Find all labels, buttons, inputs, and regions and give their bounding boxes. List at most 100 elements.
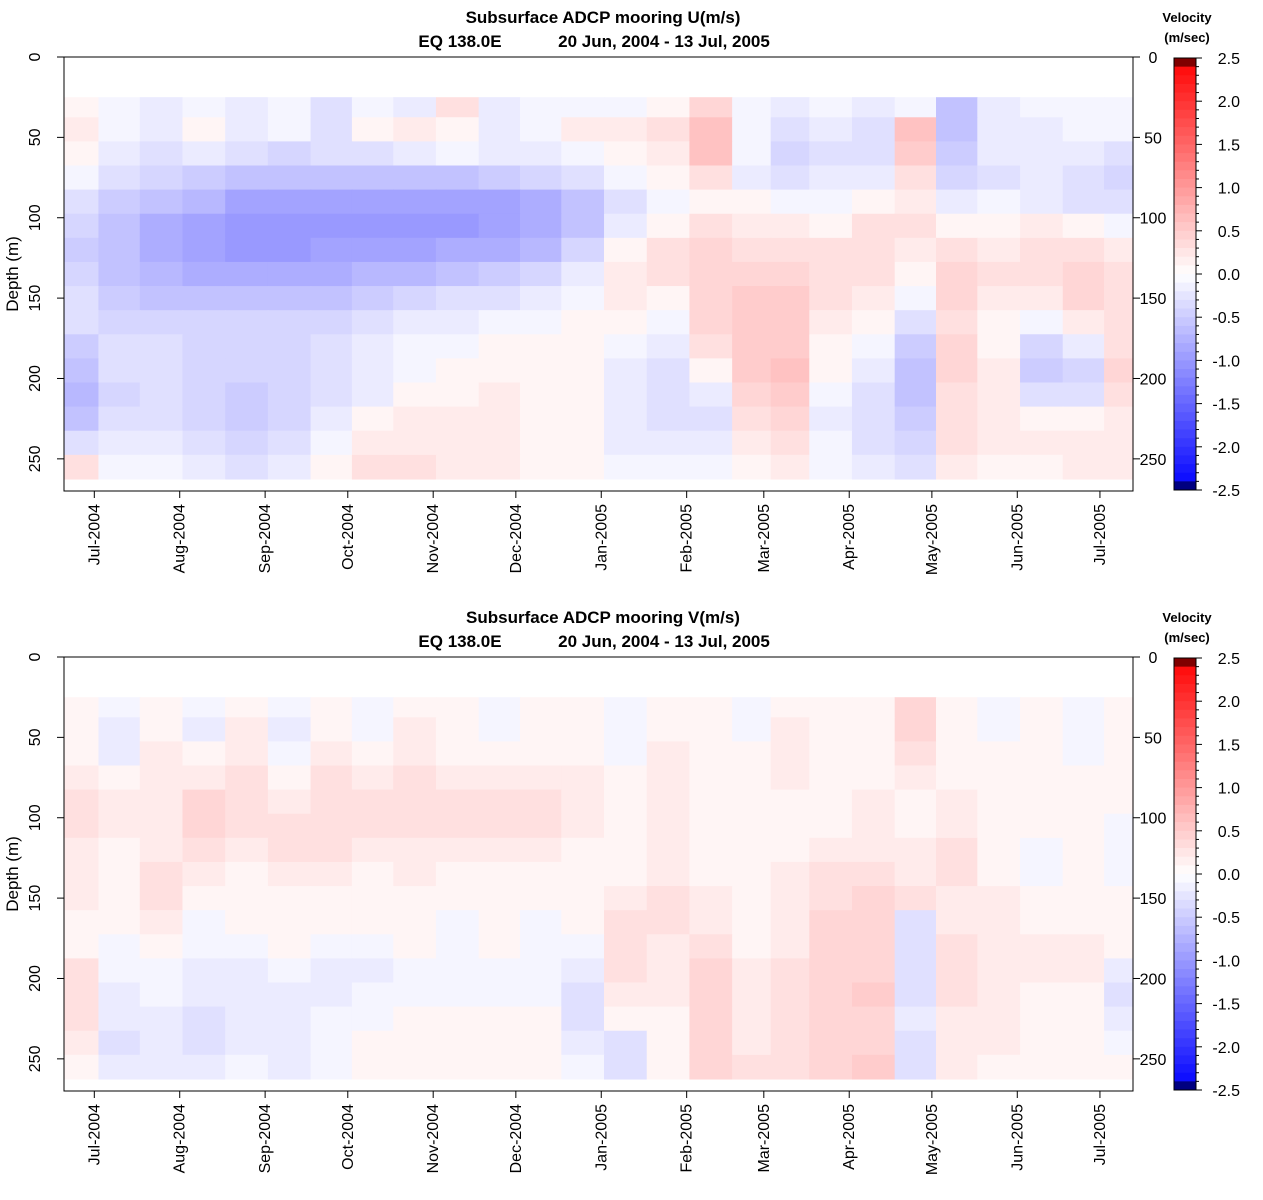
heatmap-cell <box>732 261 772 287</box>
heatmap-cell <box>351 1030 394 1056</box>
heatmap-cell <box>977 213 1021 239</box>
x-tick-label: Aug-2004 <box>172 504 189 573</box>
heatmap-cell <box>139 934 184 959</box>
colorbar-tick-label: 0.5 <box>1218 224 1240 241</box>
heatmap-cell <box>139 958 184 984</box>
heatmap-cell <box>936 910 978 935</box>
heatmap-cell <box>393 213 437 239</box>
heatmap-cell <box>1020 165 1064 191</box>
heatmap-cell <box>894 382 937 408</box>
x-tick-label: Oct-2004 <box>340 1104 357 1170</box>
heatmap-cell <box>64 741 100 767</box>
colorbar-swatch <box>1174 891 1196 901</box>
heatmap-cell <box>732 697 772 718</box>
heatmap-cell <box>98 97 141 118</box>
heatmap-cell <box>225 765 269 791</box>
heatmap-cell <box>1062 430 1105 456</box>
heatmap-cell <box>809 886 853 911</box>
heatmap-cell <box>732 286 772 311</box>
heatmap-cell <box>1104 334 1134 359</box>
heatmap-cell <box>1062 165 1105 191</box>
heatmap-cell <box>732 97 772 118</box>
heatmap-cell <box>1020 97 1064 118</box>
heatmap-cell <box>435 934 480 959</box>
x-tick-label: Mar-2005 <box>756 504 773 573</box>
heatmap-cell <box>936 697 978 718</box>
heatmap-cell <box>689 382 733 408</box>
x-tick-label: Dec-2004 <box>508 1104 525 1173</box>
colorbar-swatch <box>1174 429 1196 439</box>
heatmap-cell <box>1104 165 1134 191</box>
heatmap-cell <box>139 310 184 335</box>
heatmap-cell <box>182 934 226 959</box>
heatmap-cell <box>351 765 394 791</box>
heatmap-cell <box>519 237 562 263</box>
heatmap-cell <box>519 1054 562 1080</box>
heatmap-cell <box>351 358 394 384</box>
heatmap-cell <box>351 697 394 718</box>
heatmap-cell <box>851 910 896 935</box>
heatmap-cell <box>267 430 312 456</box>
heatmap-cell <box>894 813 937 839</box>
heatmap-cell <box>225 213 269 239</box>
heatmap-cell <box>1104 789 1134 815</box>
colorbar-swatch <box>1174 420 1196 431</box>
heatmap-cell <box>139 1054 184 1080</box>
heatmap-cell <box>561 406 605 432</box>
heatmap-cell <box>351 813 394 839</box>
heatmap-cell <box>936 358 978 384</box>
colorbar-swatch <box>1174 187 1196 197</box>
heatmap-cell <box>64 454 100 480</box>
heatmap-cell <box>977 789 1021 815</box>
heatmap-cell <box>225 1006 269 1032</box>
heatmap-cell <box>894 741 937 767</box>
heatmap-cell <box>770 1030 810 1056</box>
heatmap-cell <box>894 934 937 959</box>
colorbar-swatch <box>1174 917 1196 927</box>
heatmap-cell <box>478 213 521 239</box>
heatmap-cell <box>689 1054 733 1080</box>
heatmap-cell <box>182 813 226 839</box>
heatmap-cell <box>1020 910 1064 935</box>
heatmap-cell <box>977 454 1021 480</box>
heatmap-cell <box>689 406 733 432</box>
heatmap-cell <box>351 406 394 432</box>
heatmap-cell <box>64 334 100 359</box>
x-tick-label: Jul-2005 <box>1092 504 1109 565</box>
heatmap-cell <box>435 406 480 432</box>
heatmap-cell <box>894 717 937 742</box>
heatmap-cell <box>182 910 226 935</box>
heatmap-cell <box>604 1006 648 1032</box>
heatmap-cell <box>519 286 562 311</box>
colorbar-swatch <box>1174 325 1196 335</box>
heatmap-cell <box>1104 406 1134 432</box>
colorbar-tick-label: 2.5 <box>1218 651 1240 668</box>
colorbar-swatch <box>1174 92 1196 102</box>
heatmap-cell <box>310 213 353 239</box>
heatmap-cell <box>770 1006 810 1032</box>
heatmap-cell <box>646 141 691 167</box>
heatmap-cell <box>519 261 562 287</box>
heatmap-cell <box>519 1030 562 1056</box>
colorbar-swatch <box>1174 934 1196 944</box>
heatmap-cell <box>770 261 810 287</box>
heatmap-cell <box>182 982 226 1008</box>
heatmap-cell <box>646 117 691 142</box>
heatmap-cell <box>809 406 853 432</box>
colorbar-swatch <box>1174 727 1196 737</box>
y-tick-label-left: 250 <box>27 1045 44 1072</box>
heatmap-cell <box>310 861 353 887</box>
heatmap-cell <box>478 189 521 215</box>
heatmap-cell <box>1104 237 1134 263</box>
heatmap-cell <box>646 934 691 959</box>
heatmap-cell <box>478 454 521 480</box>
heatmap-cell <box>646 982 691 1008</box>
heatmap-cell <box>732 358 772 384</box>
colorbar-swatch <box>1174 1046 1196 1056</box>
heatmap-cell <box>310 789 353 815</box>
heatmap-cell <box>139 237 184 263</box>
heatmap-cell <box>64 813 100 839</box>
chart-subtitle-location: EQ 138.0E <box>418 32 501 51</box>
heatmap-cell <box>139 837 184 863</box>
